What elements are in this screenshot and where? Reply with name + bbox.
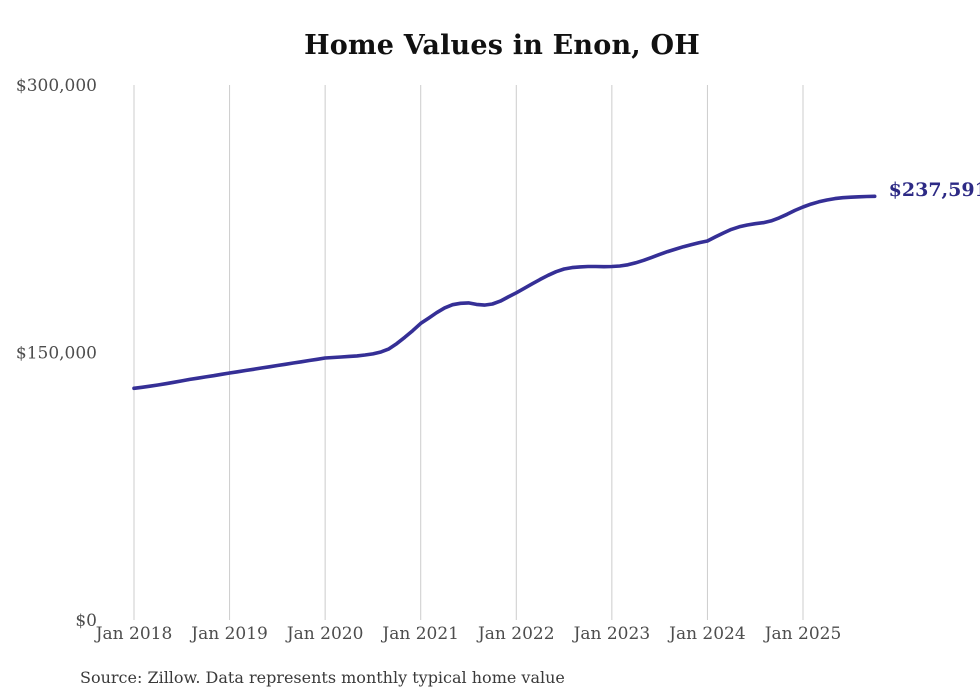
y-tick-label: $300,000	[16, 76, 97, 96]
value-line	[132, 194, 877, 391]
chart-title: Home Values in Enon, OH	[304, 30, 700, 61]
x-tick-label: Jan 2022	[476, 624, 555, 644]
y-tick-label: $150,000	[16, 344, 97, 364]
x-tick-label: Jan 2019	[189, 624, 268, 644]
x-tick-label: Jan 2024	[667, 624, 746, 644]
x-tick-label: Jan 2023	[572, 624, 651, 644]
end-value-label: $237,591	[889, 179, 980, 201]
x-tick-label: Jan 2021	[380, 624, 459, 644]
x-tick-label: Jan 2020	[285, 624, 364, 644]
x-tick-label: Jan 2018	[94, 624, 173, 644]
y-tick-label: $0	[75, 611, 97, 631]
x-tick-label: Jan 2025	[763, 624, 842, 644]
source-note: Source: Zillow. Data represents monthly …	[80, 668, 565, 687]
